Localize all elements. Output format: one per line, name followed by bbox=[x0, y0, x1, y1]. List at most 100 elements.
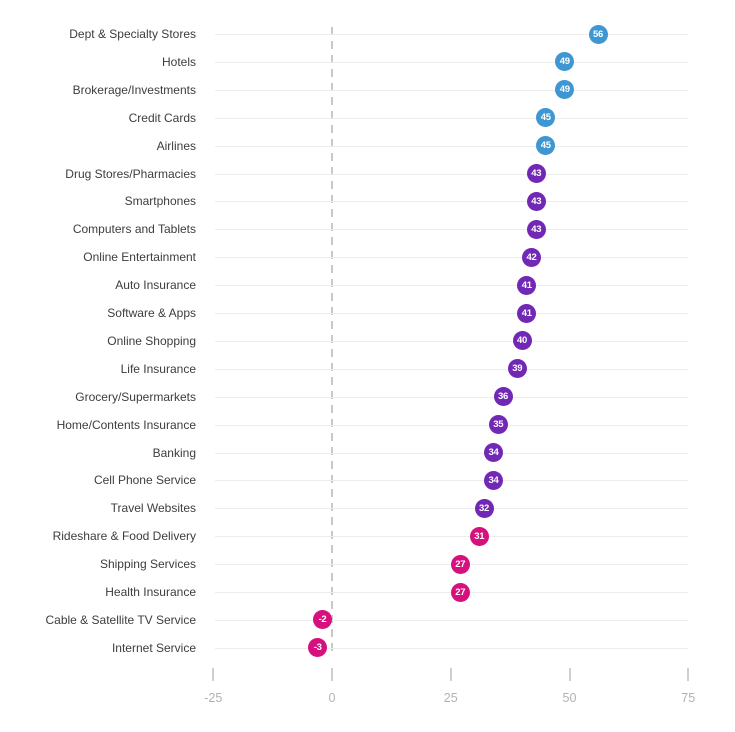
data-point: 36 bbox=[493, 387, 513, 407]
data-point-value: 27 bbox=[455, 558, 466, 570]
row-gridline bbox=[215, 397, 688, 398]
category-label: Health Insurance bbox=[105, 585, 196, 599]
data-point: 41 bbox=[517, 275, 537, 295]
x-axis-tick-label: 75 bbox=[681, 691, 696, 705]
data-point: 43 bbox=[526, 219, 546, 239]
x-axis-tick bbox=[212, 668, 215, 681]
data-point-value: 32 bbox=[479, 502, 489, 514]
x-axis-tick-label: 50 bbox=[562, 691, 577, 705]
data-point-value: 49 bbox=[559, 84, 570, 96]
x-axis-tick-label: 0 bbox=[328, 691, 336, 705]
data-point-value: 31 bbox=[474, 530, 485, 542]
data-point: 56 bbox=[588, 24, 608, 44]
data-point-value: 34 bbox=[488, 474, 499, 486]
category-label: Brokerage/Investments bbox=[72, 83, 196, 97]
data-point-value: 43 bbox=[531, 168, 542, 179]
data-point-value: 41 bbox=[521, 307, 532, 319]
data-point: 27 bbox=[450, 582, 470, 602]
x-axis-tick bbox=[687, 668, 690, 681]
x-axis-tick-label: -25 bbox=[204, 691, 223, 705]
data-point-value: 56 bbox=[593, 28, 603, 40]
row-gridline bbox=[215, 34, 688, 35]
data-point: -3 bbox=[308, 638, 328, 658]
category-label: Shipping Services bbox=[99, 557, 196, 571]
row-gridline bbox=[215, 369, 688, 370]
row-gridline bbox=[215, 146, 688, 147]
data-point: 45 bbox=[536, 108, 556, 128]
row-gridline bbox=[215, 257, 688, 258]
row-gridline bbox=[215, 536, 688, 537]
category-label: Hotels bbox=[161, 55, 196, 69]
data-point-value: 43 bbox=[531, 195, 542, 207]
row-gridline bbox=[215, 648, 688, 649]
category-label: Credit Cards bbox=[128, 111, 196, 125]
data-point: 45 bbox=[536, 136, 556, 156]
row-gridline bbox=[215, 90, 688, 91]
x-axis-tick bbox=[568, 668, 571, 681]
data-point: 42 bbox=[522, 247, 541, 267]
row-gridline bbox=[215, 341, 688, 342]
category-label: Life Insurance bbox=[120, 362, 196, 376]
category-label: Online Shopping bbox=[107, 334, 196, 348]
data-point: 34 bbox=[484, 443, 503, 462]
data-point: 49 bbox=[555, 52, 575, 72]
x-axis-tick bbox=[331, 668, 333, 681]
data-point-value: 27 bbox=[455, 586, 466, 598]
data-point: 31 bbox=[469, 526, 489, 546]
data-point: 40 bbox=[512, 331, 532, 351]
data-point-value: 41 bbox=[521, 279, 532, 291]
category-label: Online Entertainment bbox=[83, 250, 196, 264]
data-point: 34 bbox=[484, 470, 503, 490]
row-gridline bbox=[215, 620, 688, 621]
data-point: -2 bbox=[313, 610, 332, 630]
row-gridline bbox=[215, 453, 688, 454]
data-point-value: 45 bbox=[540, 112, 551, 124]
row-gridline bbox=[215, 174, 688, 175]
data-point-value: -3 bbox=[313, 642, 322, 654]
category-label: Grocery/Supermarkets bbox=[75, 390, 196, 404]
category-label: Airlines bbox=[156, 139, 196, 153]
category-label: Home/Contents Insurance bbox=[56, 418, 196, 432]
data-point: 39 bbox=[507, 359, 527, 379]
data-point-value: 49 bbox=[559, 56, 570, 68]
row-gridline bbox=[215, 508, 688, 509]
category-label: Smartphones bbox=[124, 194, 196, 208]
data-point: 27 bbox=[450, 554, 470, 574]
zero-baseline-dashed-line bbox=[331, 27, 333, 657]
category-label: Internet Service bbox=[111, 641, 196, 655]
row-gridline bbox=[215, 313, 688, 314]
x-axis-tick bbox=[449, 668, 452, 681]
data-point-value: 43 bbox=[531, 223, 542, 235]
category-label: Travel Websites bbox=[110, 501, 196, 515]
data-point: 43 bbox=[526, 191, 546, 211]
data-point-value: -2 bbox=[318, 614, 327, 626]
category-label: Drug Stores/Pharmacies bbox=[65, 167, 196, 181]
data-point: 35 bbox=[488, 415, 508, 435]
data-point-value: 35 bbox=[493, 419, 504, 431]
category-label: Banking bbox=[152, 446, 196, 460]
row-gridline bbox=[215, 229, 688, 230]
category-label: Dept & Specialty Stores bbox=[69, 27, 196, 41]
row-gridline bbox=[215, 118, 688, 119]
data-point: 43 bbox=[526, 164, 546, 183]
data-point-value: 34 bbox=[488, 447, 499, 458]
data-point-value: 39 bbox=[512, 363, 523, 375]
category-label: Cable & Satellite TV Service bbox=[45, 613, 196, 627]
data-point: 49 bbox=[555, 80, 575, 100]
row-gridline bbox=[215, 480, 688, 481]
category-label: Cell Phone Service bbox=[93, 473, 196, 487]
category-label: Auto Insurance bbox=[115, 278, 196, 292]
row-gridline bbox=[215, 425, 688, 426]
data-point-value: 36 bbox=[498, 391, 508, 403]
data-point: 32 bbox=[474, 498, 494, 518]
data-point-value: 45 bbox=[540, 140, 551, 152]
category-label: Rideshare & Food Delivery bbox=[52, 529, 196, 543]
row-gridline bbox=[215, 62, 688, 63]
category-label: Computers and Tablets bbox=[72, 222, 196, 236]
data-point-value: 42 bbox=[526, 251, 537, 263]
x-axis-tick-label: 25 bbox=[443, 691, 458, 705]
row-gridline bbox=[215, 201, 688, 202]
data-point: 41 bbox=[517, 303, 537, 323]
row-gridline bbox=[215, 285, 688, 286]
